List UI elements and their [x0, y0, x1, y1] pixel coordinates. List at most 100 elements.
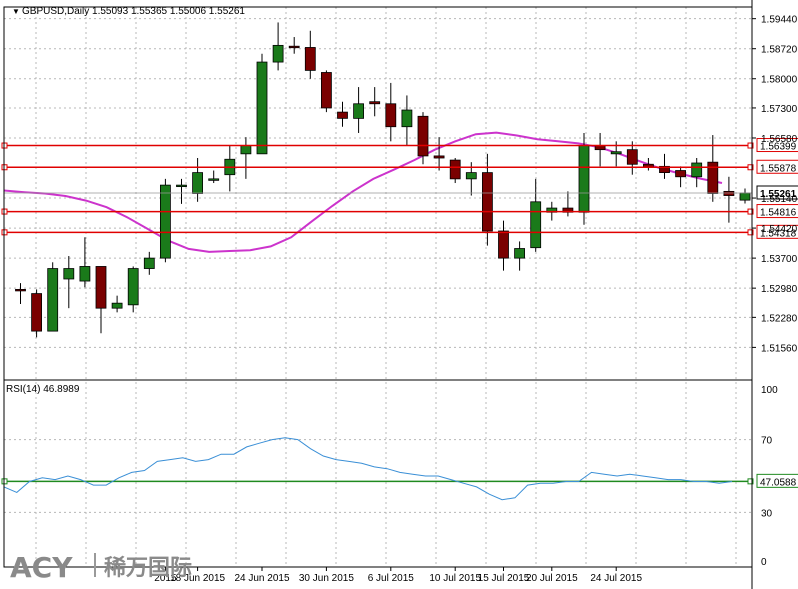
date-tick-label: 2015 [154, 573, 177, 584]
candle-body-bull [63, 268, 75, 280]
date-tick-label: 30 Jun 2015 [299, 573, 354, 584]
candle-body-bull [127, 268, 139, 306]
date-tick-label: 24 Jul 2015 [590, 573, 642, 584]
candle [530, 178, 542, 252]
candle [626, 141, 638, 175]
candle-body-bear [659, 165, 670, 174]
current-price-box [756, 185, 798, 200]
level-anchor-right [747, 142, 754, 149]
candle-body-bear [723, 190, 735, 196]
price-tick-label: 1.58720 [761, 45, 798, 56]
candle-body-bull [176, 184, 187, 188]
candle-body-bull [514, 248, 525, 259]
dropdown-arrow-icon[interactable]: ▼ [12, 7, 20, 16]
candle [353, 87, 365, 133]
candle-body-bull [610, 151, 622, 155]
candle-body-bear [369, 101, 381, 105]
candle [481, 153, 493, 246]
candle-body-bear [481, 172, 493, 232]
price-tick-label: 1.51560 [761, 343, 798, 354]
level-price-box [756, 159, 798, 174]
level-price-box [756, 138, 798, 153]
candle-body-bull [578, 145, 590, 213]
price-tick-label: 1.55140 [761, 194, 798, 205]
candle [159, 178, 171, 263]
candle [369, 87, 381, 117]
level-price-box [756, 204, 798, 219]
candle [143, 251, 155, 275]
candle [31, 289, 43, 338]
watermark-brand: ACY [10, 551, 73, 584]
candle-body-bear [15, 289, 26, 292]
candle-body-bull [691, 162, 703, 178]
candle [176, 178, 187, 204]
watermark: ACY 稀万国际 [10, 551, 192, 584]
candle [304, 30, 316, 79]
candle-body-bear [675, 170, 686, 178]
candle-body-bear [95, 266, 107, 309]
candle [240, 137, 252, 179]
price-tick-label: 1.52980 [761, 284, 798, 295]
candle [562, 191, 574, 217]
candle-body-bull [208, 178, 220, 181]
price-tick-label: 1.54420 [761, 224, 798, 235]
candle [208, 170, 220, 184]
candle-body-bear [417, 115, 429, 157]
candle-body-bull [272, 44, 284, 63]
candle-body-bear [385, 103, 397, 128]
candle [514, 241, 525, 271]
candle-body-bull [240, 145, 252, 155]
price-tick-label: 1.53700 [761, 254, 798, 265]
candle-body-bear [433, 155, 445, 159]
candle [643, 158, 654, 171]
price-tick-label: 1.56580 [761, 134, 798, 145]
candle [739, 188, 751, 204]
date-tick-label: 6 Jul 2015 [368, 573, 415, 584]
price-tick-label: 1.57300 [761, 104, 798, 115]
candle [433, 137, 445, 171]
candle-body-bear [707, 161, 719, 194]
candle-body-bull [47, 268, 59, 332]
candle [320, 70, 332, 113]
candle-body-bear [498, 230, 509, 259]
candle-body-bear [449, 159, 461, 180]
horizontal-levels-layer: 1.56399 1.55878 1.54816 1.54318 1.55261 [1, 138, 798, 239]
candle [63, 256, 75, 309]
rsi-tick-label: 70 [761, 436, 773, 447]
candle [449, 158, 461, 184]
date-tick-label: 24 Jun 2015 [234, 573, 289, 584]
candle [723, 176, 735, 223]
candle [498, 220, 509, 271]
rsi-tick-label: 30 [761, 508, 773, 519]
candle [79, 237, 91, 288]
chart-title: GBPUSD,Daily 1.55093 1.55365 1.55006 1.5… [22, 6, 245, 17]
candle [288, 37, 300, 54]
candle [385, 82, 397, 142]
level-anchor-right [747, 208, 754, 215]
candle-body-bull [256, 61, 268, 155]
level-anchor-right [747, 164, 754, 171]
rsi-level-box [756, 473, 798, 488]
candle-body-bull [530, 201, 542, 249]
axes-layer: 1.59440 1.58720 1.58000 1.57300 1.56580 1.551… [3, 0, 798, 589]
level-price-label: 1.55878 [760, 163, 797, 174]
candle-body-bear [337, 111, 348, 119]
date-tick-label: 20 Jul 2015 [526, 573, 578, 584]
price-tick-label: 1.58000 [761, 75, 798, 86]
candle [224, 145, 236, 192]
candle-body-bear [304, 47, 316, 71]
rsi-level-anchor-right [747, 478, 754, 485]
candle [111, 295, 123, 313]
watermark-divider [94, 553, 96, 577]
rsi-tick-label: 0 [761, 557, 767, 568]
current-price-label: 1.55261 [760, 189, 797, 200]
level-price-label: 1.54816 [760, 208, 797, 219]
candle-body-bear [320, 72, 332, 109]
candle [691, 158, 703, 188]
date-tick-label: 18 Jun 2015 [170, 573, 225, 584]
candle [272, 22, 284, 71]
chart-frame [3, 6, 753, 568]
candles-layer [15, 22, 751, 338]
rsi-tick-label: 100 [761, 385, 778, 396]
price-grid [4, 7, 752, 567]
